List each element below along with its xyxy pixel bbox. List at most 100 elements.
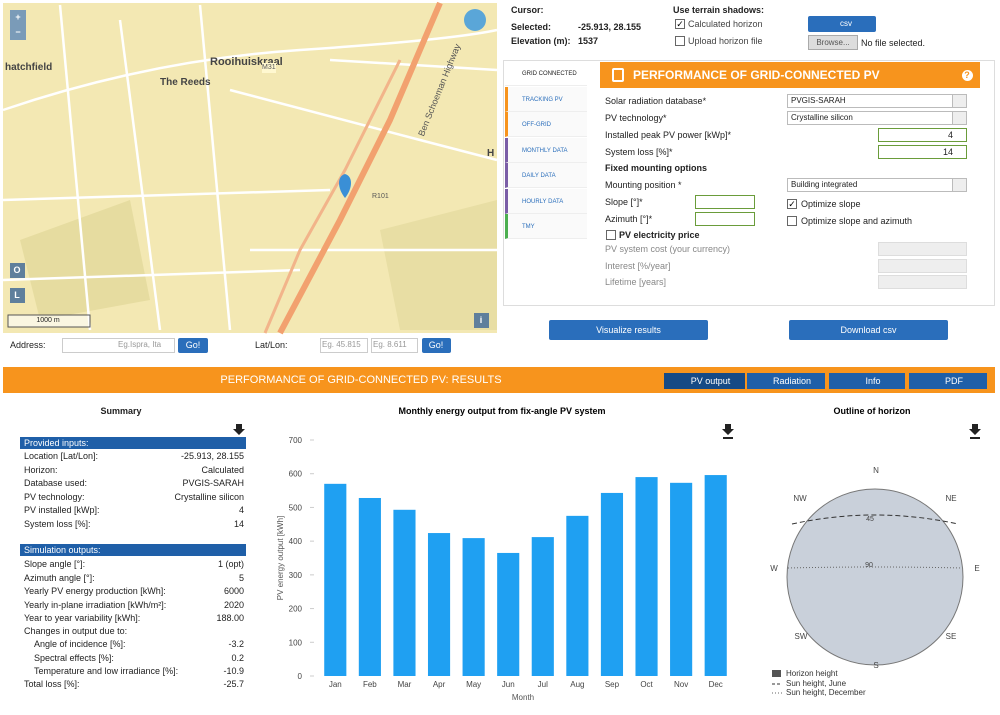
download-icon[interactable]	[969, 424, 981, 439]
label[interactable]: Go!	[185, 340, 201, 350]
download-icon[interactable]	[722, 424, 734, 439]
select-arrow[interactable]	[952, 112, 966, 124]
direction-label: SE	[946, 632, 957, 641]
button[interactable]	[549, 320, 708, 340]
label[interactable]: Download csv	[840, 325, 897, 335]
input[interactable]	[62, 338, 175, 353]
elevation-label: 45	[866, 516, 874, 523]
tab-button[interactable]	[829, 373, 905, 389]
label[interactable]: Browse...	[816, 38, 850, 47]
map-button-label[interactable]: O	[13, 265, 21, 275]
button[interactable]	[422, 338, 451, 353]
tab-label[interactable]: TRACKING PV	[522, 96, 563, 103]
tab-label[interactable]: HOURLY DATA	[522, 198, 564, 205]
button[interactable]	[808, 35, 858, 50]
select[interactable]	[787, 111, 967, 125]
checkbox[interactable]	[606, 230, 616, 240]
tab[interactable]	[505, 214, 587, 239]
label: Mounting position *	[605, 180, 682, 190]
download-icon[interactable]	[233, 424, 245, 439]
label[interactable]: Radiation	[772, 376, 812, 386]
button[interactable]	[178, 338, 208, 353]
tab[interactable]	[505, 112, 587, 137]
map-button[interactable]	[10, 263, 25, 278]
tab-label[interactable]: TMY	[522, 224, 535, 230]
map-button-label[interactable]: L	[14, 290, 20, 300]
row-label: Yearly in-plane irradiation [kWh/m²]:	[24, 599, 167, 610]
input[interactable]	[695, 195, 755, 209]
label[interactable]: PDF	[945, 376, 963, 386]
tab[interactable]	[505, 163, 587, 188]
label[interactable]: 4	[947, 130, 953, 140]
label[interactable]: PV output	[690, 376, 731, 386]
row-label: Location [Lat/Lon]:	[24, 451, 99, 461]
info-button[interactable]	[474, 313, 489, 328]
label[interactable]: Visualize results	[596, 325, 661, 335]
label[interactable]: Go!	[428, 340, 444, 350]
tab-button[interactable]	[909, 373, 987, 389]
input[interactable]	[878, 145, 967, 159]
tab-label[interactable]: OFF-GRID	[522, 122, 551, 128]
map-button-label[interactable]: −	[15, 27, 21, 37]
bar	[427, 533, 451, 676]
label: Calculated horizon	[688, 19, 763, 29]
checkbox[interactable]	[675, 36, 685, 46]
select-arrow[interactable]	[952, 95, 966, 107]
row-value: -10.9	[223, 666, 244, 676]
road	[263, 59, 402, 334]
zoom-buttons[interactable]	[10, 10, 26, 40]
map-button[interactable]	[10, 288, 25, 303]
icon	[612, 68, 624, 82]
select-arrow[interactable]	[952, 179, 966, 191]
label[interactable]: ?	[964, 70, 970, 80]
tab-button[interactable]	[664, 373, 745, 389]
checkbox[interactable]	[787, 216, 797, 226]
tab[interactable]	[505, 188, 587, 214]
row-label: Temperature and low irradiance [%]:	[34, 666, 179, 676]
row-value: 188.00	[216, 613, 244, 623]
label[interactable]: Info	[865, 376, 881, 386]
tab-button[interactable]	[747, 373, 825, 389]
tab[interactable]	[505, 137, 587, 163]
select[interactable]	[787, 178, 967, 192]
placeholder: Eg.Ispra, Ita	[118, 340, 162, 349]
button[interactable]	[808, 16, 876, 32]
row-label: Spectral effects [%]:	[34, 652, 114, 663]
tab-label[interactable]: MONTHLY DATA	[522, 147, 568, 154]
download-icons[interactable]	[233, 424, 981, 439]
row-label: Angle of incidence [%]:	[34, 639, 126, 649]
y-tick-label: 600	[289, 470, 303, 479]
layers-button[interactable]	[464, 9, 486, 31]
bar	[635, 477, 658, 676]
input[interactable]	[695, 212, 755, 226]
label: Interest [%/year]	[605, 261, 671, 271]
input[interactable]	[371, 338, 418, 353]
label[interactable]: PVGIS-SARAH	[791, 96, 846, 105]
y-axis-label: PV energy output [kWh]	[276, 516, 285, 601]
select[interactable]	[787, 94, 967, 108]
input[interactable]	[878, 128, 967, 142]
label: Summary	[100, 406, 142, 416]
section-header	[20, 544, 246, 556]
map-button-label[interactable]: +	[15, 12, 21, 22]
button[interactable]	[789, 320, 948, 340]
map[interactable]	[2, 1, 498, 335]
highway	[277, 1, 443, 335]
tab-label[interactable]: GRID CONNECTED	[522, 71, 577, 77]
map-button-label[interactable]: i	[479, 315, 483, 325]
input[interactable]	[320, 338, 368, 353]
label: PV system cost (your currency)	[605, 244, 731, 254]
placeholder: Eg. 45.815	[322, 340, 361, 349]
label[interactable]: 14	[942, 147, 953, 157]
tab[interactable]	[505, 61, 587, 86]
label[interactable]: Building integrated	[791, 180, 858, 189]
checkbox[interactable]: ✓	[675, 19, 685, 29]
checkbox[interactable]: ✓	[787, 199, 797, 209]
help-icon[interactable]	[962, 70, 973, 81]
label[interactable]: csv	[840, 19, 852, 28]
legend-swatch	[772, 670, 781, 677]
label[interactable]: Crystalline silicon	[791, 113, 853, 122]
tab[interactable]	[505, 86, 587, 112]
label: Lat/Lon:	[255, 340, 288, 350]
tab-label[interactable]: DAILY DATA	[522, 173, 556, 179]
